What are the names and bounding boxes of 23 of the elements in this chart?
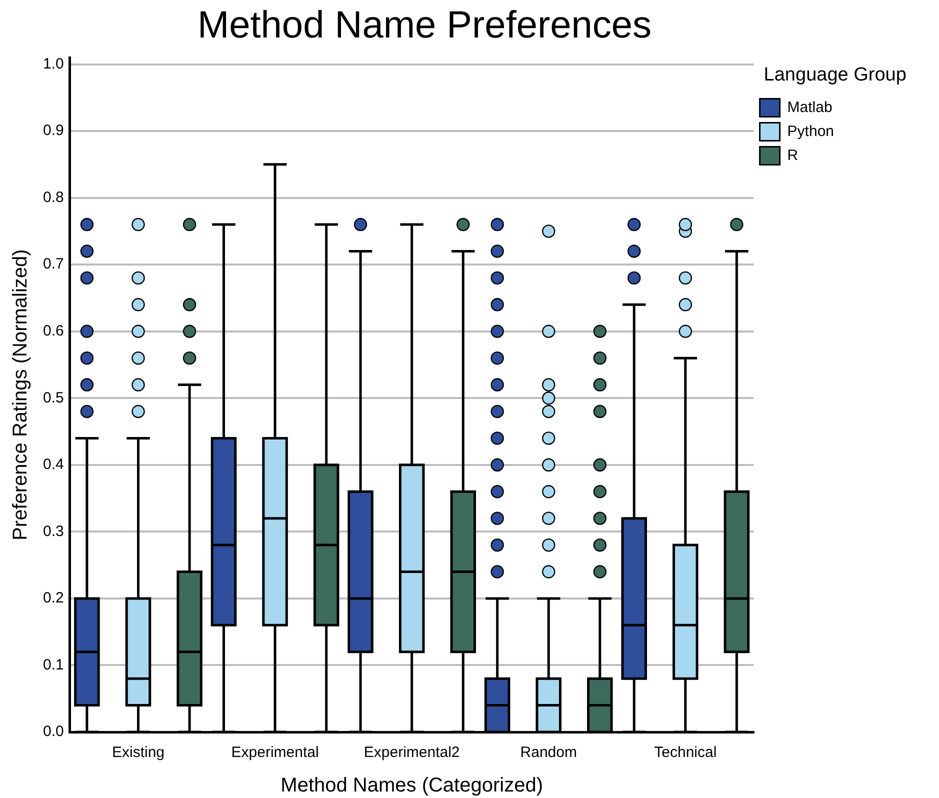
x-axis-title: Method Names (Categorized)	[280, 774, 543, 797]
legend-title: Language Group	[764, 64, 906, 86]
legend-label: R	[787, 146, 798, 164]
y-tick-label: 0.6	[42, 322, 64, 340]
legend-label: Python	[787, 122, 834, 140]
y-tick-label: 0.2	[42, 590, 64, 607]
y-tick-label: 0.4	[42, 456, 64, 474]
y-tick-label: 0.7	[42, 256, 64, 273]
y-tick-label: 0.8	[42, 188, 64, 206]
x-tick-label: Experimental	[231, 744, 319, 762]
x-tick-label: Random	[520, 744, 577, 762]
y-tick-label: 0.1	[42, 656, 64, 674]
legend-label: Matlab	[787, 98, 832, 116]
y-tick-label: 0.3	[42, 522, 64, 540]
y-tick-label: 0.0	[42, 723, 64, 740]
x-tick-label: Experimental2	[364, 744, 460, 762]
y-axis-title: Preference Ratings (Normalized)	[10, 249, 32, 540]
y-tick-label: 0.5	[42, 389, 64, 406]
x-tick-label: Existing	[112, 744, 165, 762]
y-tick-label: 0.9	[42, 122, 64, 140]
chart-title: Method Name Preferences	[197, 4, 652, 46]
x-tick-label: Technical	[654, 744, 717, 762]
y-tick-label: 1.0	[42, 55, 64, 72]
